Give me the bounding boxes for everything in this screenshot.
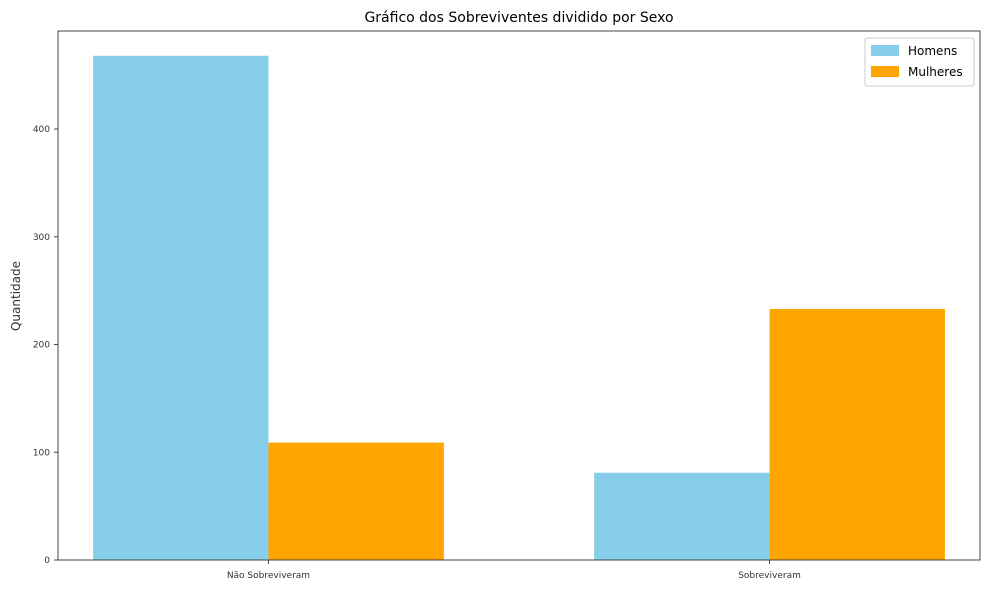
bar-mulheres-1 [268, 442, 444, 560]
y-tick-label: 400 [33, 125, 50, 135]
y-tick-label: 0 [44, 556, 50, 566]
legend-swatch-homens [871, 45, 899, 56]
x-tick-label: Não Sobreviveram [227, 571, 310, 581]
legend-swatch-mulheres [871, 66, 899, 77]
y-tick-label: 200 [33, 341, 50, 351]
y-axis-label: Quantidade [9, 261, 23, 331]
x-tick-label: Sobreviveram [738, 571, 801, 581]
bar-homens-1 [93, 55, 269, 561]
legend-label-homens: Homens [908, 44, 957, 58]
bar-homens-2 [594, 472, 770, 560]
chart-title: Gráfico dos Sobreviventes dividido por S… [364, 10, 673, 26]
legend: Homens Mulheres [864, 37, 975, 87]
plot-frame [57, 30, 981, 561]
bar-mulheres-2 [769, 308, 945, 560]
y-tick-label: 300 [33, 233, 50, 243]
plot-area: 0 100 200 300 400 Não Sobreviveram Sobrevivera… [33, 30, 981, 581]
legend-label-mulheres: Mulheres [908, 65, 963, 79]
y-tick-label: 100 [33, 448, 50, 458]
